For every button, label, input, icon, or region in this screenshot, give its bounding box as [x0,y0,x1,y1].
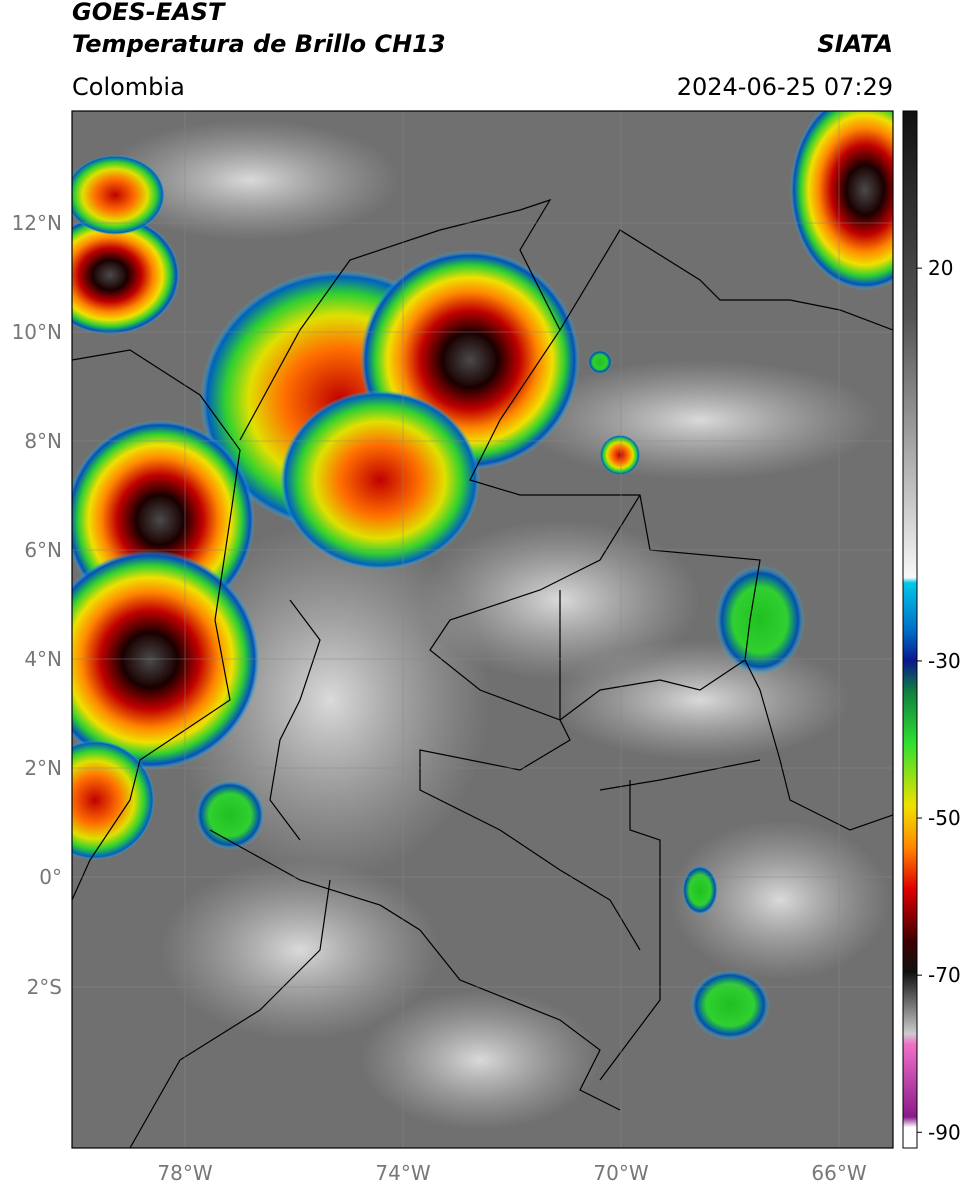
title: GOES-EAST [72,0,226,26]
lat-label: 8°N [24,429,62,453]
colorbar-tick-label: 20 [928,256,953,280]
lat-label: 12°N [12,211,62,235]
lat-label: 6°N [24,538,62,562]
map-frame [71,110,894,1149]
lat-label: 2°S [27,975,62,999]
lat-label: 2°N [24,756,62,780]
subtitle: Temperatura de Brillo CH13 [72,30,446,58]
colorbar-tick-label: -90 [928,1120,961,1144]
lat-label: 4°N [24,647,62,671]
graticule [72,111,893,1148]
lat-labels: 12°N 10°N 8°N 6°N 4°N 2°N 0° 2°S [12,211,62,999]
colorbar-tick-label: -30 [928,649,961,673]
region: Colombia [72,73,185,101]
lon-labels: 78°W 74°W 70°W 66°W [157,1161,866,1185]
lon-label: 66°W [811,1161,866,1185]
lon-label: 78°W [157,1161,212,1185]
lat-label: 0° [39,865,62,889]
colorbar-tick-label: -70 [928,963,961,987]
datetime: 2024-06-25 07:29 [677,73,893,101]
lon-label: 70°W [593,1161,648,1185]
colorbar: 20 -30 -50 -70 -90 [902,110,961,1149]
lon-label: 74°W [375,1161,430,1185]
satellite-image [72,111,893,1148]
colorbar-scale [902,110,918,1149]
colorbar-tick-label: -50 [928,806,961,830]
lat-label: 10°N [12,320,62,344]
source: SIATA [817,30,893,58]
